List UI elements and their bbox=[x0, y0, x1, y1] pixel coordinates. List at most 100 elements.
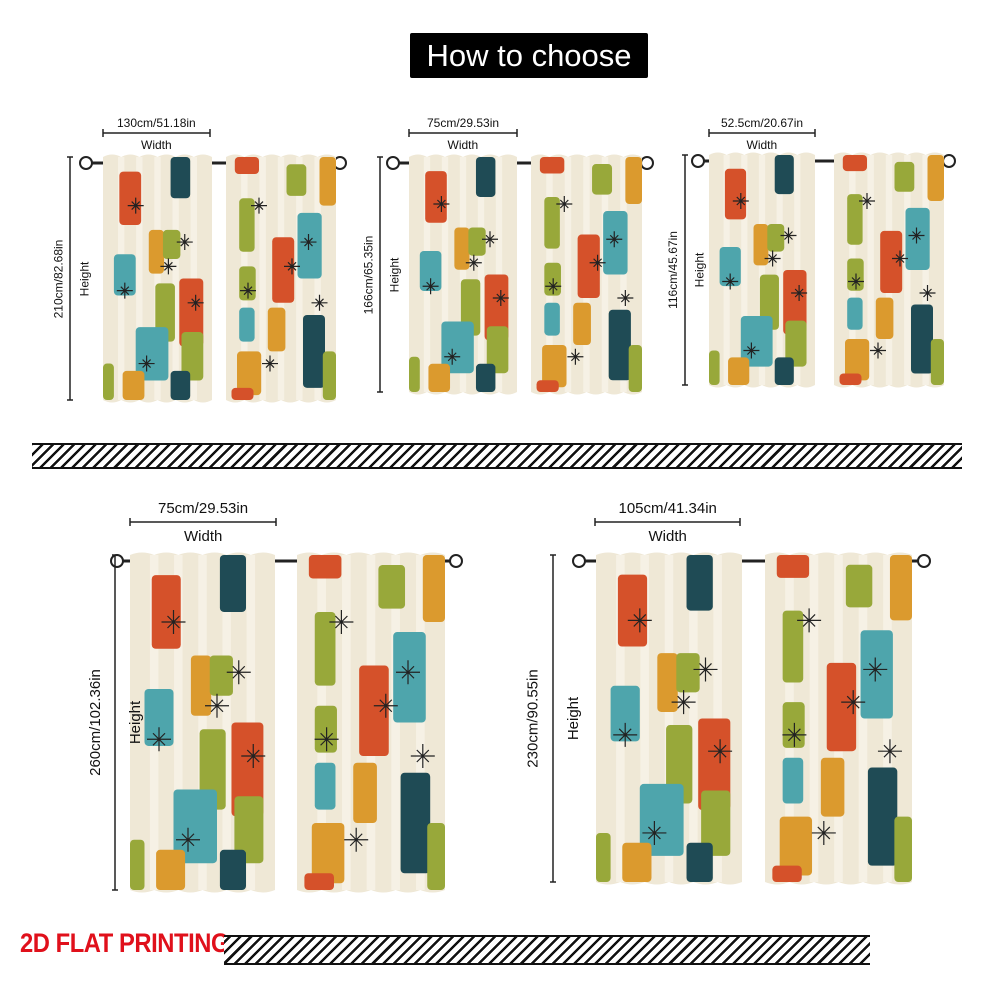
star-decoration bbox=[187, 294, 204, 311]
width-label: Width bbox=[746, 138, 778, 152]
pattern-rectangle bbox=[709, 350, 720, 385]
width-label: Width bbox=[447, 138, 479, 152]
pattern-rectangle bbox=[234, 157, 259, 175]
pattern-rectangle bbox=[286, 164, 307, 196]
star-decoration bbox=[811, 820, 836, 845]
pattern-rectangle bbox=[911, 304, 933, 374]
pattern-rectangle bbox=[409, 356, 420, 392]
width-label: Width bbox=[648, 528, 687, 545]
star-decoration bbox=[791, 285, 808, 301]
star-decoration bbox=[782, 722, 807, 747]
star-decoration bbox=[589, 254, 606, 271]
pattern-rectangle bbox=[119, 171, 142, 226]
rod-finial bbox=[917, 554, 931, 568]
pattern-rectangle bbox=[544, 302, 560, 336]
pattern-rectangle bbox=[622, 842, 652, 882]
pattern-rectangle bbox=[219, 555, 246, 612]
star-decoration bbox=[205, 693, 229, 718]
pattern-rectangle bbox=[539, 157, 565, 174]
pattern-rectangle bbox=[753, 224, 769, 266]
star-decoration bbox=[396, 660, 420, 685]
footer-hatch bbox=[224, 935, 870, 965]
star-decoration bbox=[848, 273, 864, 290]
pattern-rectangle bbox=[135, 327, 169, 381]
pattern-rectangle bbox=[234, 796, 264, 864]
pattern-rectangle bbox=[130, 839, 145, 890]
star-decoration bbox=[240, 282, 256, 299]
pattern-rectangle bbox=[767, 224, 785, 252]
pattern-rectangle bbox=[719, 247, 741, 287]
height-measurement: 230cm/90.55in bbox=[524, 669, 542, 768]
height-label: Height bbox=[126, 700, 144, 745]
star-decoration bbox=[919, 285, 936, 301]
pattern-rectangle bbox=[484, 274, 509, 341]
pattern-rectangle bbox=[608, 309, 631, 381]
star-decoration bbox=[892, 250, 908, 267]
star-decoration bbox=[492, 290, 509, 306]
star-decoration bbox=[743, 342, 760, 359]
pattern-rectangle bbox=[239, 198, 255, 252]
pattern-rectangle bbox=[820, 757, 845, 817]
flat-printing-label: 2D FLAT PRINTING bbox=[20, 928, 229, 958]
star-decoration bbox=[859, 193, 875, 209]
pattern-rectangle bbox=[155, 283, 175, 342]
star-decoration bbox=[465, 254, 482, 271]
pattern-rectangle bbox=[428, 363, 451, 392]
star-decoration bbox=[433, 196, 450, 212]
pattern-rectangle bbox=[927, 155, 944, 201]
pattern-rectangle bbox=[314, 611, 336, 686]
star-decoration bbox=[314, 727, 339, 752]
star-decoration bbox=[176, 827, 200, 852]
pattern-rectangle bbox=[701, 790, 731, 856]
pattern-rectangle bbox=[889, 555, 912, 621]
pattern-rectangle bbox=[894, 816, 912, 882]
pattern-rectangle bbox=[698, 718, 731, 811]
pattern-rectangle bbox=[314, 705, 337, 753]
pattern-rectangle bbox=[359, 665, 389, 756]
star-decoration bbox=[127, 197, 144, 214]
pattern-rectangle bbox=[880, 230, 903, 293]
rod-finial bbox=[640, 156, 654, 170]
star-decoration bbox=[300, 234, 317, 251]
star-decoration bbox=[606, 231, 623, 248]
divider-hatch bbox=[32, 443, 962, 469]
star-decoration bbox=[780, 227, 797, 244]
star-decoration bbox=[732, 193, 749, 209]
pattern-rectangle bbox=[782, 757, 804, 804]
pattern-rectangle bbox=[610, 685, 640, 742]
rod-finial bbox=[386, 156, 400, 170]
width-label: Width bbox=[184, 528, 223, 545]
pattern-rectangle bbox=[475, 157, 496, 197]
star-decoration bbox=[251, 197, 267, 214]
star-decoration bbox=[116, 282, 133, 299]
pattern-rectangle bbox=[179, 278, 204, 347]
pattern-rectangle bbox=[122, 370, 145, 400]
star-decoration bbox=[160, 258, 177, 275]
star-decoration bbox=[138, 355, 155, 372]
star-decoration bbox=[161, 610, 186, 634]
pattern-rectangle bbox=[542, 345, 567, 388]
pattern-rectangle bbox=[860, 630, 893, 719]
pattern-rectangle bbox=[144, 689, 174, 746]
star-decoration bbox=[482, 231, 498, 248]
rod-finial bbox=[449, 554, 463, 568]
pattern-rectangle bbox=[772, 865, 802, 882]
pattern-rectangle bbox=[303, 314, 325, 388]
pattern-rectangle bbox=[311, 823, 345, 884]
pattern-rectangle bbox=[625, 157, 642, 204]
star-decoration bbox=[671, 690, 696, 715]
rod-finial bbox=[942, 154, 956, 168]
width-measurement: 130cm/51.18in bbox=[117, 116, 196, 130]
star-decoration bbox=[176, 234, 193, 251]
pattern-rectangle bbox=[785, 320, 807, 367]
pattern-rectangle bbox=[425, 171, 447, 223]
pattern-rectangle bbox=[573, 302, 591, 345]
height-label: Height bbox=[76, 261, 91, 296]
pattern-rectangle bbox=[486, 326, 509, 374]
width-measurement: 52.5cm/20.67in bbox=[721, 116, 804, 130]
pattern-rectangle bbox=[393, 632, 426, 723]
pattern-rectangle bbox=[219, 849, 246, 890]
pattern-rectangle bbox=[826, 662, 857, 752]
star-decoration bbox=[311, 294, 328, 311]
